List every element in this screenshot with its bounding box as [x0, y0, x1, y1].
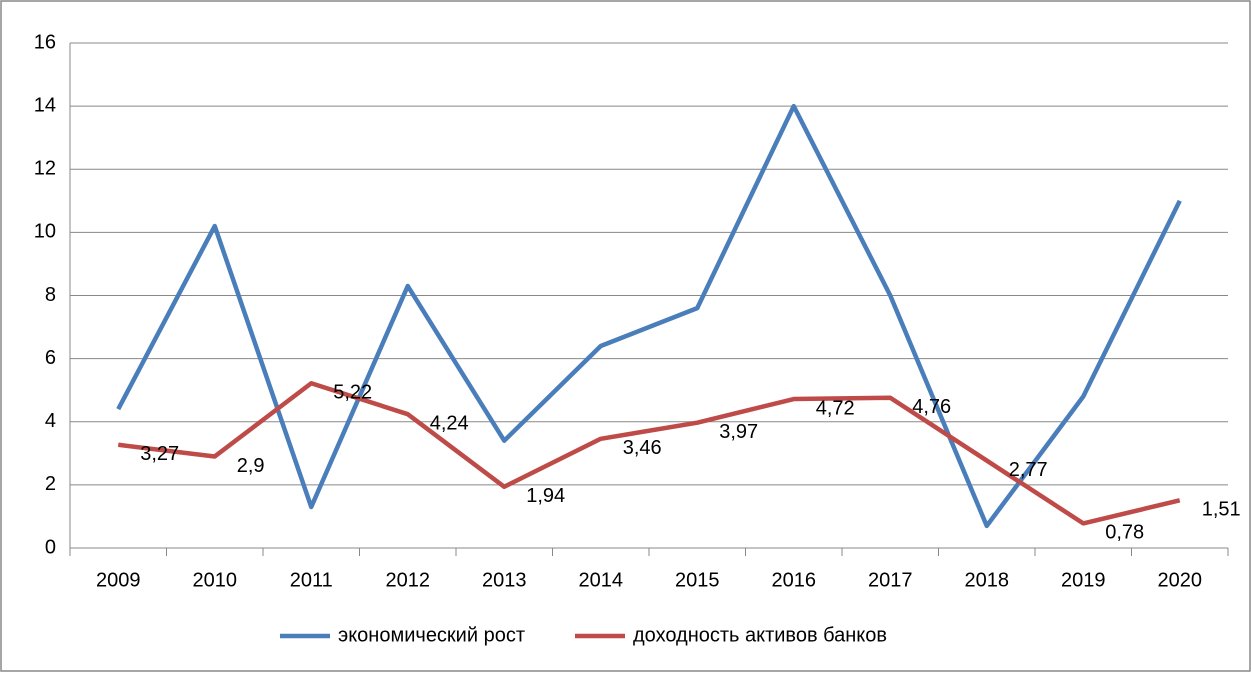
x-tick-label: 2020: [1158, 569, 1203, 591]
x-tick-label: 2010: [193, 569, 238, 591]
x-tick-label: 2011: [290, 569, 333, 591]
x-tick-label: 2013: [482, 569, 527, 591]
y-tick-label: 2: [45, 473, 56, 495]
x-tick-label: 2017: [868, 569, 913, 591]
data-label: 3,46: [623, 437, 662, 459]
y-tick-label: 4: [45, 410, 56, 432]
x-tick-label: 2019: [1061, 569, 1106, 591]
data-label: 3,27: [140, 443, 179, 465]
y-tick-label: 16: [34, 31, 56, 53]
data-label: 4,24: [430, 412, 469, 434]
x-tick-label: 2015: [675, 569, 720, 591]
y-tick-label: 10: [34, 221, 56, 243]
x-tick-label: 2014: [579, 569, 624, 591]
data-label: 1,51: [1202, 499, 1241, 521]
x-tick-label: 2009: [96, 569, 141, 591]
data-label: 3,97: [719, 421, 758, 443]
data-label: 0,78: [1105, 522, 1144, 544]
legend-label: экономический рост: [338, 624, 525, 646]
y-tick-label: 14: [34, 94, 56, 116]
x-tick-label: 2012: [386, 569, 431, 591]
data-label: 4,76: [912, 396, 951, 418]
series-line: [116, 103, 1182, 529]
y-tick-label: 8: [45, 284, 56, 306]
data-label: 2,9: [237, 455, 265, 477]
data-label: 5,22: [333, 382, 372, 404]
x-tick-label: 2016: [772, 569, 817, 591]
data-label: 1,94: [526, 485, 565, 507]
legend-label: доходность активов банков: [633, 624, 887, 646]
data-label: 4,72: [816, 397, 855, 419]
x-tick-label: 2018: [965, 569, 1010, 591]
y-tick-label: 6: [45, 347, 56, 369]
y-tick-label: 12: [34, 158, 56, 180]
data-label: 2,77: [1009, 459, 1048, 481]
y-tick-label: 0: [45, 536, 56, 558]
series-line: [117, 380, 1181, 526]
